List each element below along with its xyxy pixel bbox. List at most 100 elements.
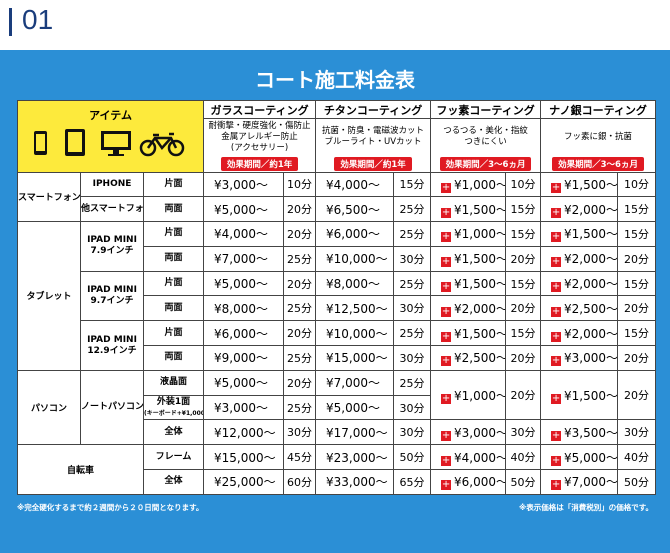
price-row: 両面 ¥9,000〜 25分 ¥15,000〜 30分 + ¥2,500〜 20分 + ¥3,00… [18,345,657,371]
price: + ¥2,000〜 [540,196,619,223]
price-text: ¥33,000〜 [326,475,388,490]
side: 両面 [142,295,205,322]
price-text: ¥10,000〜 [326,326,388,341]
price: + ¥1,500〜 [540,369,619,421]
text-line: 外装1面 [156,396,191,407]
cross-icon: + [441,305,452,317]
time: 15分 [505,221,542,247]
price: + ¥1,500〜 [430,320,507,347]
time: 25分 [283,345,317,371]
text-line: (キーボード+¥1,000) [144,409,204,417]
price: ¥6,500〜 [315,196,395,223]
side: 片面 [142,320,205,347]
price-row: 全体 ¥12,000〜 30分 ¥17,000〜 30分 + ¥3,000〜 30分 + ¥3,5… [18,419,657,446]
time: 50分 [505,469,542,495]
price-text: ¥1,000〜 [454,227,506,242]
time: 10分 [617,171,657,198]
model: IPHONE [80,171,144,198]
time: 20分 [617,369,657,421]
price-text: ¥3,000〜 [214,177,269,192]
price-text: ¥12,000〜 [214,425,276,440]
time: 25分 [393,369,432,396]
text-line: 両面 [164,302,183,313]
cross-icon: + [551,429,562,441]
time: 20分 [283,369,317,396]
time: 20分 [617,345,657,371]
cross-icon: + [441,454,452,466]
price: + ¥3,000〜 [540,345,619,371]
side: 液晶面 [142,369,205,396]
price-row: 自転車 フレーム ¥15,000〜 45分 ¥23,000〜 50分 + ¥4,000〜 40分… [17,444,657,495]
header-row: 耐衝撃・硬度強化・傷防止 金属アレルギー防止 (アクセサリー) 抗菌・防臭・電磁波カッ… [18,118,657,156]
price-row: タブレット IPAD MINI 7.9インチ 片面 ¥4,000〜 20分 ¥6,000〜 2… [17,221,657,371]
price: + ¥2,000〜 [540,245,619,272]
time: 20分 [617,245,657,272]
price-text: ¥6,500〜 [326,202,381,217]
price-text: ¥8,000〜 [326,277,381,292]
time: 30分 [393,419,432,446]
time: 20分 [505,345,542,371]
text-line: 両面 [164,352,183,363]
price-text: ¥2,000〜 [564,326,618,341]
side: 片面 [142,270,205,297]
cross-icon: + [551,479,562,491]
price-text: ¥2,500〜 [454,351,506,366]
price: + ¥7,000〜 [540,469,619,495]
price-text: ¥5,000〜 [214,202,269,217]
item-header: アイテム [16,100,205,173]
coating-name: チタンコーティング [315,100,432,119]
cross-icon: + [551,305,562,317]
time: 60分 [283,469,317,495]
coating-name: ガラスコーティング [203,100,317,119]
price: ¥5,000〜 [203,270,285,297]
cross-icon: + [551,181,562,193]
price-table: アイテム ガラスコーティング チタンコーティング フッ素コーティング ナノ銀コーティン… [16,100,657,495]
cross-icon: + [551,454,562,466]
table-title: コート施工料金表 [255,68,415,92]
time: 15分 [617,196,657,223]
cross-icon: + [441,330,452,342]
time: 30分 [283,419,317,446]
price-row: 外装1面 (キーボード+¥1,000) ¥3,000〜 25分 ¥5,000〜 30分 [18,394,656,421]
price-text: ¥15,000〜 [326,351,388,366]
coating-description: 抗菌・防臭・電磁波カット ブルーライト・UVカット [315,118,432,156]
text-line: フレーム [155,451,192,462]
period-badge: 効果期間／約1年 [220,156,299,171]
coating-name: フッ素コーティング [430,100,542,119]
text-line: 抗菌・防臭・電磁波カット [322,126,425,137]
time: 40分 [617,444,657,471]
price: + ¥1,500〜 [540,171,619,198]
price-text: ¥6,000〜 [214,326,269,341]
price-text: ¥5,000〜 [326,401,381,416]
cross-icon: + [441,181,452,193]
time: 10分 [505,171,542,198]
header-bar [9,8,12,36]
text-line: フッ素に銀・抗菌 [564,131,633,142]
text-line: 片面 [164,278,183,289]
price: ¥4,000〜 [315,171,395,198]
text-line: 両面 [164,253,183,264]
cross-icon: + [551,281,562,293]
cross-icon: + [441,429,452,441]
price-text: ¥5,000〜 [214,376,269,391]
cross-icon: + [551,256,562,268]
text-line: IPAD MINI [87,235,137,246]
price: + ¥1,000〜 [430,369,507,421]
price-text: ¥2,000〜 [454,301,506,316]
price: ¥3,000〜 [203,171,285,198]
cross-icon: + [441,355,452,367]
coating-name: ナノ銀コーティング [540,100,657,119]
cross-icon: + [551,330,562,342]
text-line: つるつる・美化・指紋 [443,126,528,137]
price-text: ¥3,000〜 [214,401,269,416]
price-text: ¥4,000〜 [214,227,269,242]
time: 15分 [617,270,657,297]
time: 20分 [283,270,317,297]
coating-description: フッ素に銀・抗菌 [540,118,657,156]
text-line: 7.9インチ [90,246,134,257]
text-line: 全体 [164,476,183,487]
time: 20分 [505,245,542,272]
price: ¥7,000〜 [315,369,395,396]
price-text: ¥25,000〜 [214,475,276,490]
